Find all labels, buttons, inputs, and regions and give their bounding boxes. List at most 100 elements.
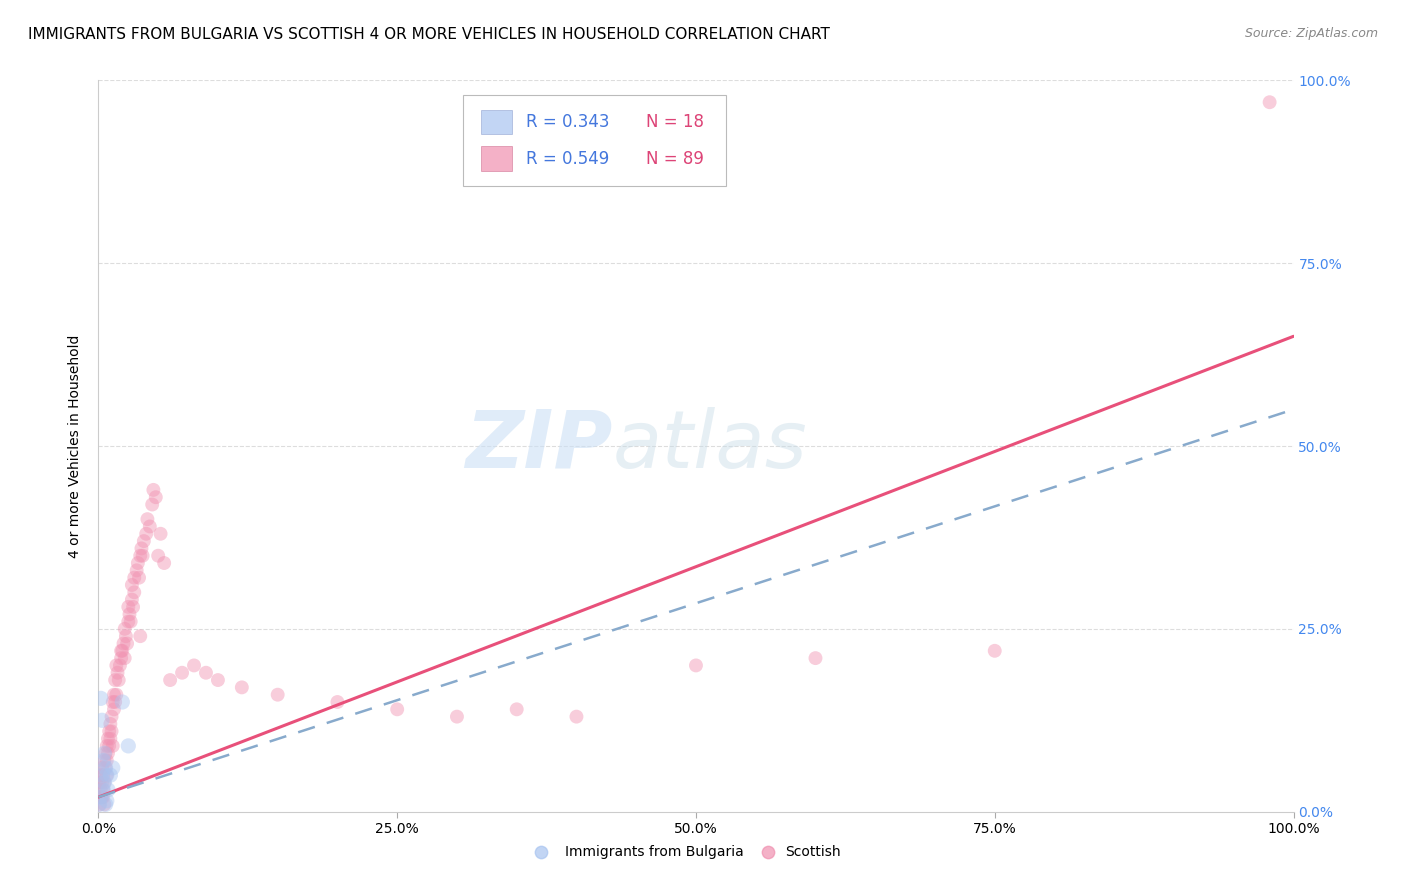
Point — [685, 658, 707, 673]
Point — [104, 695, 127, 709]
Point — [326, 695, 349, 709]
Point — [124, 585, 146, 599]
Point — [91, 761, 114, 775]
Point — [94, 761, 117, 775]
FancyBboxPatch shape — [481, 146, 512, 171]
Point — [117, 599, 139, 614]
Point — [93, 797, 115, 812]
Point — [107, 665, 129, 680]
Point — [89, 797, 111, 812]
Point — [90, 691, 112, 706]
Point — [112, 636, 135, 650]
Point — [267, 688, 290, 702]
Point — [115, 636, 138, 650]
Point — [98, 731, 122, 746]
Point — [1258, 95, 1281, 110]
Point — [91, 768, 114, 782]
Point — [98, 739, 121, 753]
Point — [145, 490, 167, 504]
Point — [132, 534, 155, 549]
Point — [121, 592, 143, 607]
Point — [195, 665, 218, 680]
Point — [91, 782, 114, 797]
Point — [110, 651, 132, 665]
Point — [103, 702, 125, 716]
Point — [89, 775, 111, 789]
Point — [506, 702, 529, 716]
Point — [129, 629, 152, 643]
Point — [804, 651, 827, 665]
Point — [141, 498, 163, 512]
Point — [111, 644, 134, 658]
Point — [131, 541, 153, 556]
Point — [121, 578, 143, 592]
Point — [98, 717, 122, 731]
Point — [159, 673, 181, 687]
Point — [114, 622, 136, 636]
Point — [131, 549, 153, 563]
Point — [385, 702, 409, 716]
Text: IMMIGRANTS FROM BULGARIA VS SCOTTISH 4 OR MORE VEHICLES IN HOUSEHOLD CORRELATION: IMMIGRANTS FROM BULGARIA VS SCOTTISH 4 O… — [28, 27, 830, 42]
Point — [530, 845, 553, 859]
Point — [105, 688, 128, 702]
Point — [96, 768, 118, 782]
Point — [120, 615, 142, 629]
Point — [183, 658, 205, 673]
Point — [91, 754, 114, 768]
Point — [231, 681, 253, 695]
Point — [207, 673, 229, 687]
Point — [91, 790, 114, 805]
Point — [96, 768, 118, 782]
Point — [100, 709, 122, 723]
Point — [96, 739, 118, 753]
Point — [101, 695, 124, 709]
Text: Immigrants from Bulgaria: Immigrants from Bulgaria — [565, 845, 744, 859]
Point — [91, 782, 114, 797]
Point — [139, 519, 162, 533]
Point — [115, 629, 138, 643]
Point — [105, 658, 128, 673]
Point — [149, 526, 172, 541]
Point — [91, 714, 114, 728]
Point — [135, 526, 157, 541]
Point — [446, 709, 468, 723]
Point — [127, 556, 149, 570]
Point — [93, 775, 115, 789]
Text: R = 0.549: R = 0.549 — [526, 150, 610, 168]
Text: N = 18: N = 18 — [645, 113, 704, 131]
Point — [97, 782, 120, 797]
Point — [91, 790, 114, 805]
Point — [129, 549, 152, 563]
FancyBboxPatch shape — [481, 110, 512, 135]
Point — [103, 688, 125, 702]
Point — [118, 607, 141, 622]
Point — [101, 761, 124, 775]
Point — [93, 754, 115, 768]
Point — [124, 571, 146, 585]
Point — [91, 775, 114, 789]
Point — [101, 739, 124, 753]
Point — [96, 754, 118, 768]
Text: R = 0.343: R = 0.343 — [526, 113, 610, 131]
Point — [110, 644, 132, 658]
Point — [756, 845, 779, 859]
Point — [91, 768, 114, 782]
Point — [97, 746, 120, 760]
Point — [117, 615, 139, 629]
Point — [89, 790, 111, 805]
Point — [125, 563, 148, 577]
Point — [94, 761, 117, 775]
Point — [114, 651, 136, 665]
Text: Scottish: Scottish — [786, 845, 841, 859]
Point — [96, 794, 118, 808]
Point — [93, 775, 115, 789]
Point — [90, 790, 112, 805]
Text: atlas: atlas — [613, 407, 807, 485]
Point — [148, 549, 170, 563]
Point — [565, 709, 588, 723]
Point — [142, 483, 165, 497]
Point — [104, 673, 127, 687]
Point — [984, 644, 1007, 658]
Point — [97, 731, 120, 746]
Point — [90, 782, 112, 797]
